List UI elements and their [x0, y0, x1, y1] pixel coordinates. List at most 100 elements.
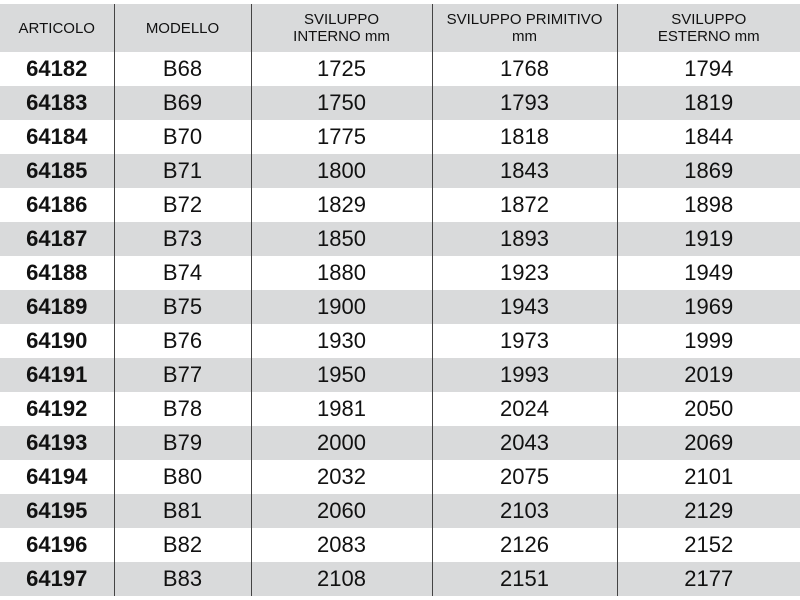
table-row: 64186 B72 1829 1872 1898 [0, 188, 800, 222]
cell-sviluppo-primitivo: 2126 [431, 528, 617, 562]
cell-articolo: 64195 [0, 494, 114, 528]
cell-modello: B82 [113, 528, 251, 562]
cell-sviluppo-esterno: 1919 [616, 222, 800, 256]
cell-sviluppo-primitivo: 1872 [431, 188, 617, 222]
cell-sviluppo-esterno: 1969 [616, 290, 800, 324]
header-articolo: ARTICOLO [0, 4, 114, 52]
cell-sviluppo-primitivo: 1993 [431, 358, 617, 392]
cell-modello: B68 [113, 52, 251, 86]
cell-sviluppo-esterno: 2152 [616, 528, 800, 562]
table-row: 64184 B70 1775 1818 1844 [0, 120, 800, 154]
cell-sviluppo-esterno: 2019 [616, 358, 800, 392]
cell-modello: B75 [113, 290, 251, 324]
cell-sviluppo-esterno: 1949 [616, 256, 800, 290]
table-row: 64193 B79 2000 2043 2069 [0, 426, 800, 460]
cell-sviluppo-interno: 1981 [250, 392, 432, 426]
cell-sviluppo-primitivo: 2043 [431, 426, 617, 460]
cell-articolo: 64197 [0, 562, 114, 596]
cell-sviluppo-interno: 1900 [250, 290, 432, 324]
cell-articolo: 64186 [26, 192, 88, 217]
table-row: 64192 B78 1981 2024 2050 [0, 392, 800, 426]
cell-sviluppo-interno: 1880 [250, 256, 432, 290]
cell-sviluppo-esterno: 2050 [616, 392, 800, 426]
cell-sviluppo-interno: 2060 [250, 494, 432, 528]
cell-sviluppo-interno: 1850 [250, 222, 432, 256]
cell-modello: B78 [113, 392, 251, 426]
cell-modello: B80 [113, 460, 251, 494]
cell-sviluppo-primitivo: 2151 [431, 562, 617, 596]
cell-sviluppo-primitivo: 1818 [431, 120, 617, 154]
cell-articolo: 64183 [0, 86, 114, 120]
cell-sviluppo-primitivo: 1973 [431, 324, 617, 358]
cell-sviluppo-esterno: 1999 [616, 324, 800, 358]
cell-sviluppo-interno: 1800 [250, 154, 432, 188]
cell-sviluppo-interno: 2032 [250, 460, 432, 494]
cell-articolo: 64196 [26, 532, 88, 557]
cell-articolo: 64194 [26, 464, 88, 489]
cell-sviluppo-interno: 1725 [250, 52, 432, 86]
cell-sviluppo-interno: 1930 [250, 324, 432, 358]
cell-articolo: 64187 [0, 222, 114, 256]
cell-modello: B81 [113, 494, 251, 528]
cell-modello: B72 [113, 188, 251, 222]
cell-sviluppo-interno: 1950 [250, 358, 432, 392]
table-row: 64197 B83 2108 2151 2177 [0, 562, 800, 596]
cell-sviluppo-esterno: 1794 [616, 52, 800, 86]
table-row: 64185 B71 1800 1843 1869 [0, 154, 800, 188]
table-row: 64190 B76 1930 1973 1999 [0, 324, 800, 358]
cell-modello: B70 [113, 120, 251, 154]
table-row: 64196 B82 2083 2126 2152 [0, 528, 800, 562]
cell-articolo: 64193 [0, 426, 114, 460]
cell-sviluppo-esterno: 1844 [616, 120, 800, 154]
cell-articolo: 64191 [0, 358, 114, 392]
cell-sviluppo-esterno: 2129 [616, 494, 800, 528]
header-modello: MODELLO [113, 4, 251, 52]
header-row: ARTICOLO MODELLO SVILUPPO INTERNO mm SVI… [0, 4, 800, 52]
cell-modello: B83 [113, 562, 251, 596]
cell-sviluppo-primitivo: 1943 [431, 290, 617, 324]
cell-modello: B76 [113, 324, 251, 358]
header-sviluppo-interno: SVILUPPO INTERNO mm [250, 4, 432, 52]
cell-modello: B73 [113, 222, 251, 256]
cell-articolo: 64182 [26, 56, 88, 81]
cell-sviluppo-esterno: 1819 [616, 86, 800, 120]
cell-articolo: 64184 [26, 124, 88, 149]
cell-articolo: 64185 [0, 154, 114, 188]
cell-sviluppo-primitivo: 2075 [431, 460, 617, 494]
cell-sviluppo-primitivo: 1768 [431, 52, 617, 86]
header-sviluppo-primitivo: SVILUPPO PRIMITIVO mm [431, 4, 617, 52]
cell-articolo: 64188 [26, 260, 88, 285]
cell-sviluppo-esterno: 2069 [616, 426, 800, 460]
cell-articolo: 64190 [26, 328, 88, 353]
cell-sviluppo-primitivo: 1923 [431, 256, 617, 290]
cell-sviluppo-interno: 1829 [250, 188, 432, 222]
table-row: 64189 B75 1900 1943 1969 [0, 290, 800, 324]
table-row: 64195 B81 2060 2103 2129 [0, 494, 800, 528]
cell-sviluppo-primitivo: 2024 [431, 392, 617, 426]
table-row: 64191 B77 1950 1993 2019 [0, 358, 800, 392]
cell-sviluppo-primitivo: 2103 [431, 494, 617, 528]
header-sviluppo-esterno: SVILUPPO ESTERNO mm [616, 4, 800, 52]
table-row: 64182 B68 1725 1768 1794 [0, 52, 800, 86]
cell-sviluppo-esterno: 1898 [616, 188, 800, 222]
cell-sviluppo-interno: 2083 [250, 528, 432, 562]
table-row: 64183 B69 1750 1793 1819 [0, 86, 800, 120]
cell-modello: B71 [113, 154, 251, 188]
cell-sviluppo-interno: 2000 [250, 426, 432, 460]
cell-sviluppo-esterno: 2177 [616, 562, 800, 596]
cell-modello: B79 [113, 426, 251, 460]
cell-modello: B74 [113, 256, 251, 290]
cell-articolo: 64189 [0, 290, 114, 324]
cell-sviluppo-primitivo: 1893 [431, 222, 617, 256]
cell-modello: B77 [113, 358, 251, 392]
belt-size-table: ARTICOLO MODELLO SVILUPPO INTERNO mm SVI… [0, 4, 800, 596]
table-row: 64188 B74 1880 1923 1949 [0, 256, 800, 290]
cell-sviluppo-interno: 2108 [250, 562, 432, 596]
cell-sviluppo-esterno: 2101 [616, 460, 800, 494]
cell-sviluppo-esterno: 1869 [616, 154, 800, 188]
cell-sviluppo-interno: 1750 [250, 86, 432, 120]
cell-modello: B69 [113, 86, 251, 120]
table-row: 64187 B73 1850 1893 1919 [0, 222, 800, 256]
table-row: 64194 B80 2032 2075 2101 [0, 460, 800, 494]
cell-sviluppo-interno: 1775 [250, 120, 432, 154]
